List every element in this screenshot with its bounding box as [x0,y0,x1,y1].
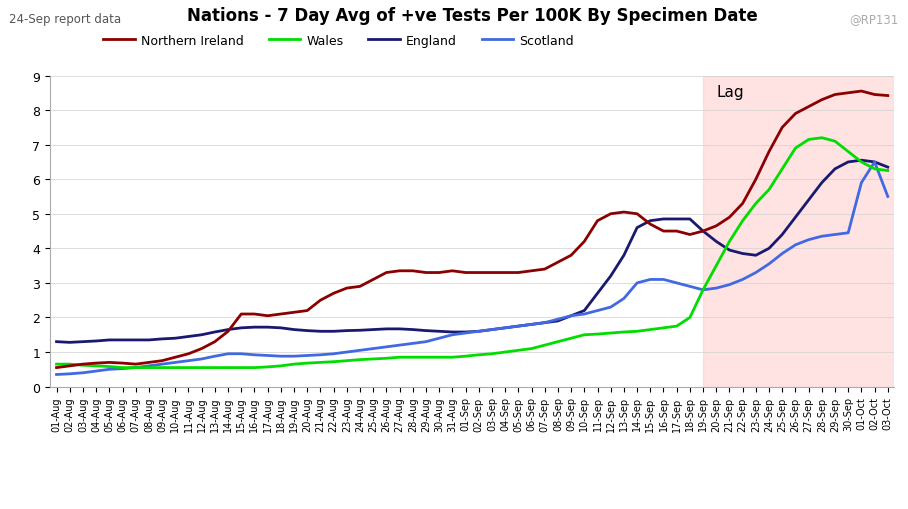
Text: Lag: Lag [716,84,744,99]
Text: @RP131: @RP131 [850,13,899,25]
Legend: Northern Ireland, Wales, England, Scotland: Northern Ireland, Wales, England, Scotla… [98,30,578,53]
Text: 24-Sep report data: 24-Sep report data [9,13,121,25]
Title: Nations - 7 Day Avg of +ve Tests Per 100K By Specimen Date: Nations - 7 Day Avg of +ve Tests Per 100… [187,7,757,25]
Bar [703,76,894,387]
